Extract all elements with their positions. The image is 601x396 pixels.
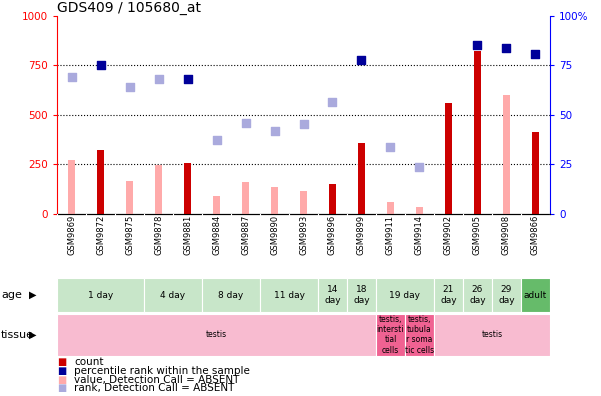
- Text: GSM9878: GSM9878: [154, 215, 163, 255]
- Text: GSM9866: GSM9866: [531, 215, 540, 255]
- Text: testis,
tubula
r soma
tic cells: testis, tubula r soma tic cells: [405, 314, 434, 355]
- Text: GDS409 / 105680_at: GDS409 / 105680_at: [57, 1, 201, 15]
- Point: [270, 128, 279, 134]
- Point: [415, 164, 424, 170]
- Text: age: age: [1, 290, 22, 300]
- Text: GSM9887: GSM9887: [241, 215, 250, 255]
- Text: GSM9881: GSM9881: [183, 215, 192, 255]
- Bar: [521, 278, 550, 312]
- Text: GSM9908: GSM9908: [502, 215, 511, 255]
- Bar: [532, 131, 539, 214]
- Text: GSM9896: GSM9896: [328, 215, 337, 255]
- Bar: [358, 143, 365, 214]
- Bar: [376, 314, 405, 356]
- Point: [96, 62, 105, 69]
- Point: [183, 76, 192, 82]
- Text: ■: ■: [57, 375, 66, 385]
- Text: testis: testis: [481, 330, 502, 339]
- Text: 26
day: 26 day: [469, 286, 486, 305]
- Bar: [213, 196, 220, 214]
- Bar: [416, 207, 423, 214]
- Text: GSM9890: GSM9890: [270, 215, 279, 255]
- Text: ■: ■: [57, 357, 66, 367]
- Bar: [347, 278, 376, 312]
- Bar: [474, 51, 481, 214]
- Text: ■: ■: [57, 366, 66, 376]
- Point: [386, 143, 395, 150]
- Text: 1 day: 1 day: [88, 291, 113, 299]
- Text: 4 day: 4 day: [160, 291, 186, 299]
- Text: GSM9875: GSM9875: [125, 215, 134, 255]
- Bar: [445, 103, 452, 214]
- Text: adult: adult: [524, 291, 547, 299]
- Text: 14
day: 14 day: [324, 286, 341, 305]
- Point: [328, 99, 337, 105]
- Point: [502, 44, 511, 51]
- Text: 18
day: 18 day: [353, 286, 370, 305]
- Text: 21
day: 21 day: [440, 286, 457, 305]
- Text: GSM9902: GSM9902: [444, 215, 453, 255]
- Bar: [463, 278, 492, 312]
- Text: rank, Detection Call = ABSENT: rank, Detection Call = ABSENT: [74, 383, 234, 394]
- Bar: [126, 181, 133, 214]
- Text: testis: testis: [206, 330, 227, 339]
- Bar: [260, 278, 318, 312]
- Point: [472, 41, 482, 48]
- Point: [356, 57, 366, 63]
- Bar: [405, 314, 434, 356]
- Bar: [434, 314, 550, 356]
- Bar: [492, 278, 521, 312]
- Text: 11 day: 11 day: [273, 291, 305, 299]
- Bar: [271, 187, 278, 214]
- Text: 29
day: 29 day: [498, 286, 514, 305]
- Bar: [184, 163, 191, 214]
- Bar: [503, 95, 510, 214]
- Bar: [144, 278, 202, 312]
- Text: GSM9872: GSM9872: [96, 215, 105, 255]
- Text: GSM9899: GSM9899: [357, 215, 366, 255]
- Text: 19 day: 19 day: [389, 291, 421, 299]
- Text: ▶: ▶: [29, 329, 36, 340]
- Text: GSM9911: GSM9911: [386, 215, 395, 255]
- Text: percentile rank within the sample: percentile rank within the sample: [74, 366, 250, 376]
- Text: GSM9905: GSM9905: [473, 215, 482, 255]
- Bar: [97, 150, 104, 214]
- Bar: [376, 278, 434, 312]
- Bar: [318, 278, 347, 312]
- Bar: [387, 202, 394, 214]
- Text: tissue: tissue: [1, 329, 34, 340]
- Bar: [57, 278, 144, 312]
- Point: [241, 120, 251, 126]
- Bar: [57, 314, 376, 356]
- Point: [125, 84, 135, 90]
- Point: [531, 51, 540, 58]
- Text: GSM9884: GSM9884: [212, 215, 221, 255]
- Text: GSM9869: GSM9869: [67, 215, 76, 255]
- Bar: [300, 191, 307, 214]
- Bar: [329, 184, 336, 214]
- Text: ■: ■: [57, 383, 66, 394]
- Bar: [242, 182, 249, 214]
- Point: [154, 76, 163, 82]
- Bar: [68, 160, 75, 214]
- Point: [212, 136, 221, 143]
- Text: value, Detection Call = ABSENT: value, Detection Call = ABSENT: [74, 375, 239, 385]
- Text: testis,
intersti
tial
cells: testis, intersti tial cells: [377, 314, 404, 355]
- Text: GSM9914: GSM9914: [415, 215, 424, 255]
- Bar: [155, 166, 162, 214]
- Text: GSM9893: GSM9893: [299, 215, 308, 255]
- Point: [299, 120, 308, 127]
- Bar: [202, 278, 260, 312]
- Text: 8 day: 8 day: [218, 291, 243, 299]
- Bar: [434, 278, 463, 312]
- Point: [67, 74, 76, 80]
- Text: ▶: ▶: [29, 290, 36, 300]
- Text: count: count: [74, 357, 103, 367]
